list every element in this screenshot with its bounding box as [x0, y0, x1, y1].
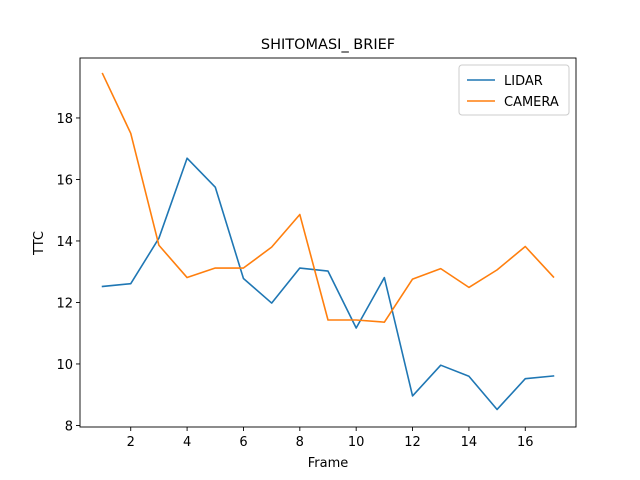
- legend-box: [458, 64, 570, 116]
- legend-label-camera: CAMERA: [504, 95, 559, 110]
- x-axis-label: Frame: [308, 456, 349, 471]
- x-tick-label: 2: [127, 435, 135, 450]
- x-tick-label: 16: [517, 435, 534, 450]
- y-tick-label: 14: [56, 235, 73, 250]
- y-tick-label: 8: [65, 419, 73, 434]
- legend-label-lidar: LIDAR: [504, 74, 543, 89]
- axes-frame: [79, 57, 577, 428]
- y-tick-label: 16: [56, 173, 73, 188]
- plot-area: 2 4 6 8 10 12 14 16 8 10 12 14 16 18: [56, 57, 577, 450]
- series-line-lidar: [101, 157, 555, 411]
- y-axis-label: TTC: [32, 231, 47, 256]
- x-tick-label: 6: [239, 435, 247, 450]
- x-tick-label: 14: [461, 435, 478, 450]
- x-tick-label: 10: [348, 435, 365, 450]
- y-tick-label: 10: [56, 358, 73, 373]
- x-tick-label: 8: [296, 435, 304, 450]
- x-tick-label: 4: [183, 435, 191, 450]
- x-tick-label: 12: [404, 435, 421, 450]
- y-tick-label: 18: [56, 112, 73, 127]
- legend: LIDAR CAMERA: [458, 64, 570, 116]
- chart-title: SHITOMASI_ BRIEF: [261, 37, 395, 53]
- y-tick-label: 12: [56, 296, 73, 311]
- series-line-camera: [101, 72, 555, 323]
